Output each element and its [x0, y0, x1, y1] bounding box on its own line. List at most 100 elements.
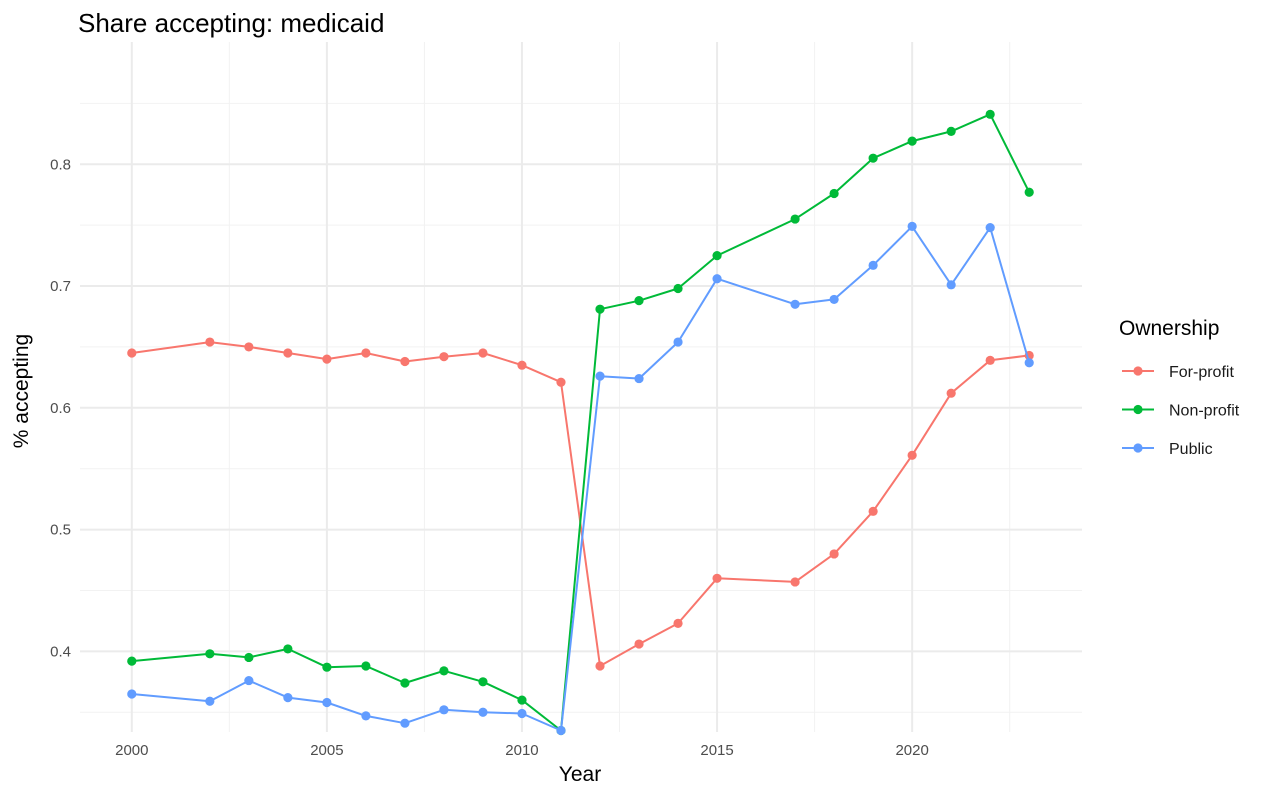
x-tick-label: 2015: [700, 742, 733, 759]
data-point-for-profit: [907, 450, 917, 460]
data-point-non-profit: [205, 649, 215, 659]
data-point-public: [556, 725, 566, 736]
data-point-public: [673, 337, 683, 347]
data-point-for-profit: [634, 639, 644, 649]
legend-key-point: [1133, 404, 1143, 415]
data-point-for-profit: [400, 356, 410, 367]
data-point-for-profit: [205, 337, 215, 347]
legend-item-non-profit: Non-profit: [1122, 403, 1240, 420]
data-point-public: [985, 222, 995, 233]
x-axis-title: Year: [559, 763, 601, 786]
data-point-non-profit: [517, 695, 527, 705]
data-point-non-profit: [361, 661, 371, 671]
data-point-for-profit: [517, 360, 527, 370]
legend-key-point: [1133, 443, 1143, 453]
data-point-non-profit: [322, 662, 332, 672]
data-point-for-profit: [361, 348, 371, 358]
data-point-non-profit: [673, 283, 683, 294]
data-point-public: [361, 711, 371, 721]
data-point-non-profit: [985, 109, 995, 119]
legend-items: For-profit Non-profit Public: [1122, 364, 1240, 458]
data-point-public: [283, 693, 293, 703]
data-point-non-profit: [790, 214, 800, 224]
data-point-non-profit: [283, 644, 293, 654]
x-tick-label: 2000: [115, 742, 148, 759]
data-point-for-profit: [283, 348, 293, 358]
data-point-for-profit: [556, 377, 566, 387]
data-point-for-profit: [790, 577, 800, 587]
data-point-non-profit: [439, 666, 449, 676]
data-point-public: [244, 675, 254, 686]
data-point-non-profit: [829, 188, 839, 199]
x-axis-ticks: 2000 2005 2010 2015 2020: [115, 742, 929, 759]
data-point-for-profit: [595, 661, 605, 671]
data-point-for-profit: [439, 352, 449, 362]
legend-label: For-profit: [1169, 364, 1234, 381]
data-point-for-profit: [868, 506, 878, 516]
legend-label: Public: [1169, 441, 1213, 458]
data-point-non-profit: [712, 250, 722, 261]
y-tick-label: 0.6: [50, 400, 71, 417]
legend-label: Non-profit: [1169, 403, 1240, 420]
y-tick-label: 0.4: [50, 643, 71, 660]
data-point-non-profit: [634, 296, 644, 306]
series-for-profit: [127, 337, 1034, 671]
data-point-public: [907, 221, 917, 231]
data-point-for-profit: [829, 549, 839, 559]
chart-title: Share accepting: medicaid: [78, 8, 384, 38]
grid: [80, 42, 1082, 732]
x-tick-label: 2005: [310, 742, 343, 759]
data-point-public: [1024, 358, 1034, 368]
data-point-non-profit: [127, 656, 137, 666]
series-layer: [127, 109, 1034, 736]
data-point-public: [439, 705, 449, 715]
legend-key-point: [1133, 366, 1143, 376]
data-point-public: [712, 274, 722, 284]
series-line-non-profit: [130, 113, 1031, 732]
data-point-non-profit: [946, 126, 956, 136]
y-tick-label: 0.8: [50, 156, 71, 173]
data-point-non-profit: [595, 304, 605, 314]
data-point-for-profit: [322, 354, 332, 364]
data-point-public: [829, 294, 839, 305]
data-point-public: [946, 280, 956, 290]
legend-item-for-profit: For-profit: [1122, 364, 1234, 381]
series-line-public: [130, 225, 1031, 732]
y-axis-ticks: 0.4 0.5 0.6 0.7 0.8: [50, 156, 71, 660]
data-point-public: [790, 299, 800, 309]
data-point-non-profit: [244, 652, 254, 663]
legend-title: Ownership: [1119, 317, 1219, 340]
y-tick-label: 0.7: [50, 278, 71, 295]
data-point-public: [634, 373, 644, 384]
data-point-non-profit: [400, 678, 410, 688]
data-point-public: [322, 697, 332, 708]
data-point-for-profit: [946, 388, 956, 398]
x-tick-label: 2010: [505, 742, 538, 759]
data-point-public: [868, 260, 878, 270]
data-point-for-profit: [478, 348, 488, 358]
x-tick-label: 2020: [895, 742, 928, 759]
data-point-for-profit: [985, 355, 995, 365]
series-line-for-profit: [130, 341, 1031, 667]
data-point-for-profit: [712, 573, 722, 583]
data-point-non-profit: [1024, 187, 1034, 197]
data-point-public: [400, 718, 410, 728]
data-point-non-profit: [907, 136, 917, 146]
data-point-non-profit: [478, 677, 488, 687]
data-point-for-profit: [673, 618, 683, 628]
data-point-public: [478, 707, 488, 717]
legend: Ownership For-profit Non-profit Public: [1119, 317, 1240, 458]
data-point-public: [595, 371, 605, 381]
series-non-profit: [127, 109, 1034, 736]
legend-item-public: Public: [1122, 441, 1213, 458]
y-axis-title: % accepting: [10, 334, 33, 448]
data-point-non-profit: [868, 153, 878, 163]
data-point-public: [127, 689, 137, 699]
data-point-public: [205, 696, 215, 706]
data-point-public: [517, 708, 527, 719]
y-tick-label: 0.5: [50, 522, 71, 539]
data-point-for-profit: [244, 342, 254, 352]
data-point-for-profit: [127, 348, 137, 358]
series-public: [127, 221, 1034, 736]
